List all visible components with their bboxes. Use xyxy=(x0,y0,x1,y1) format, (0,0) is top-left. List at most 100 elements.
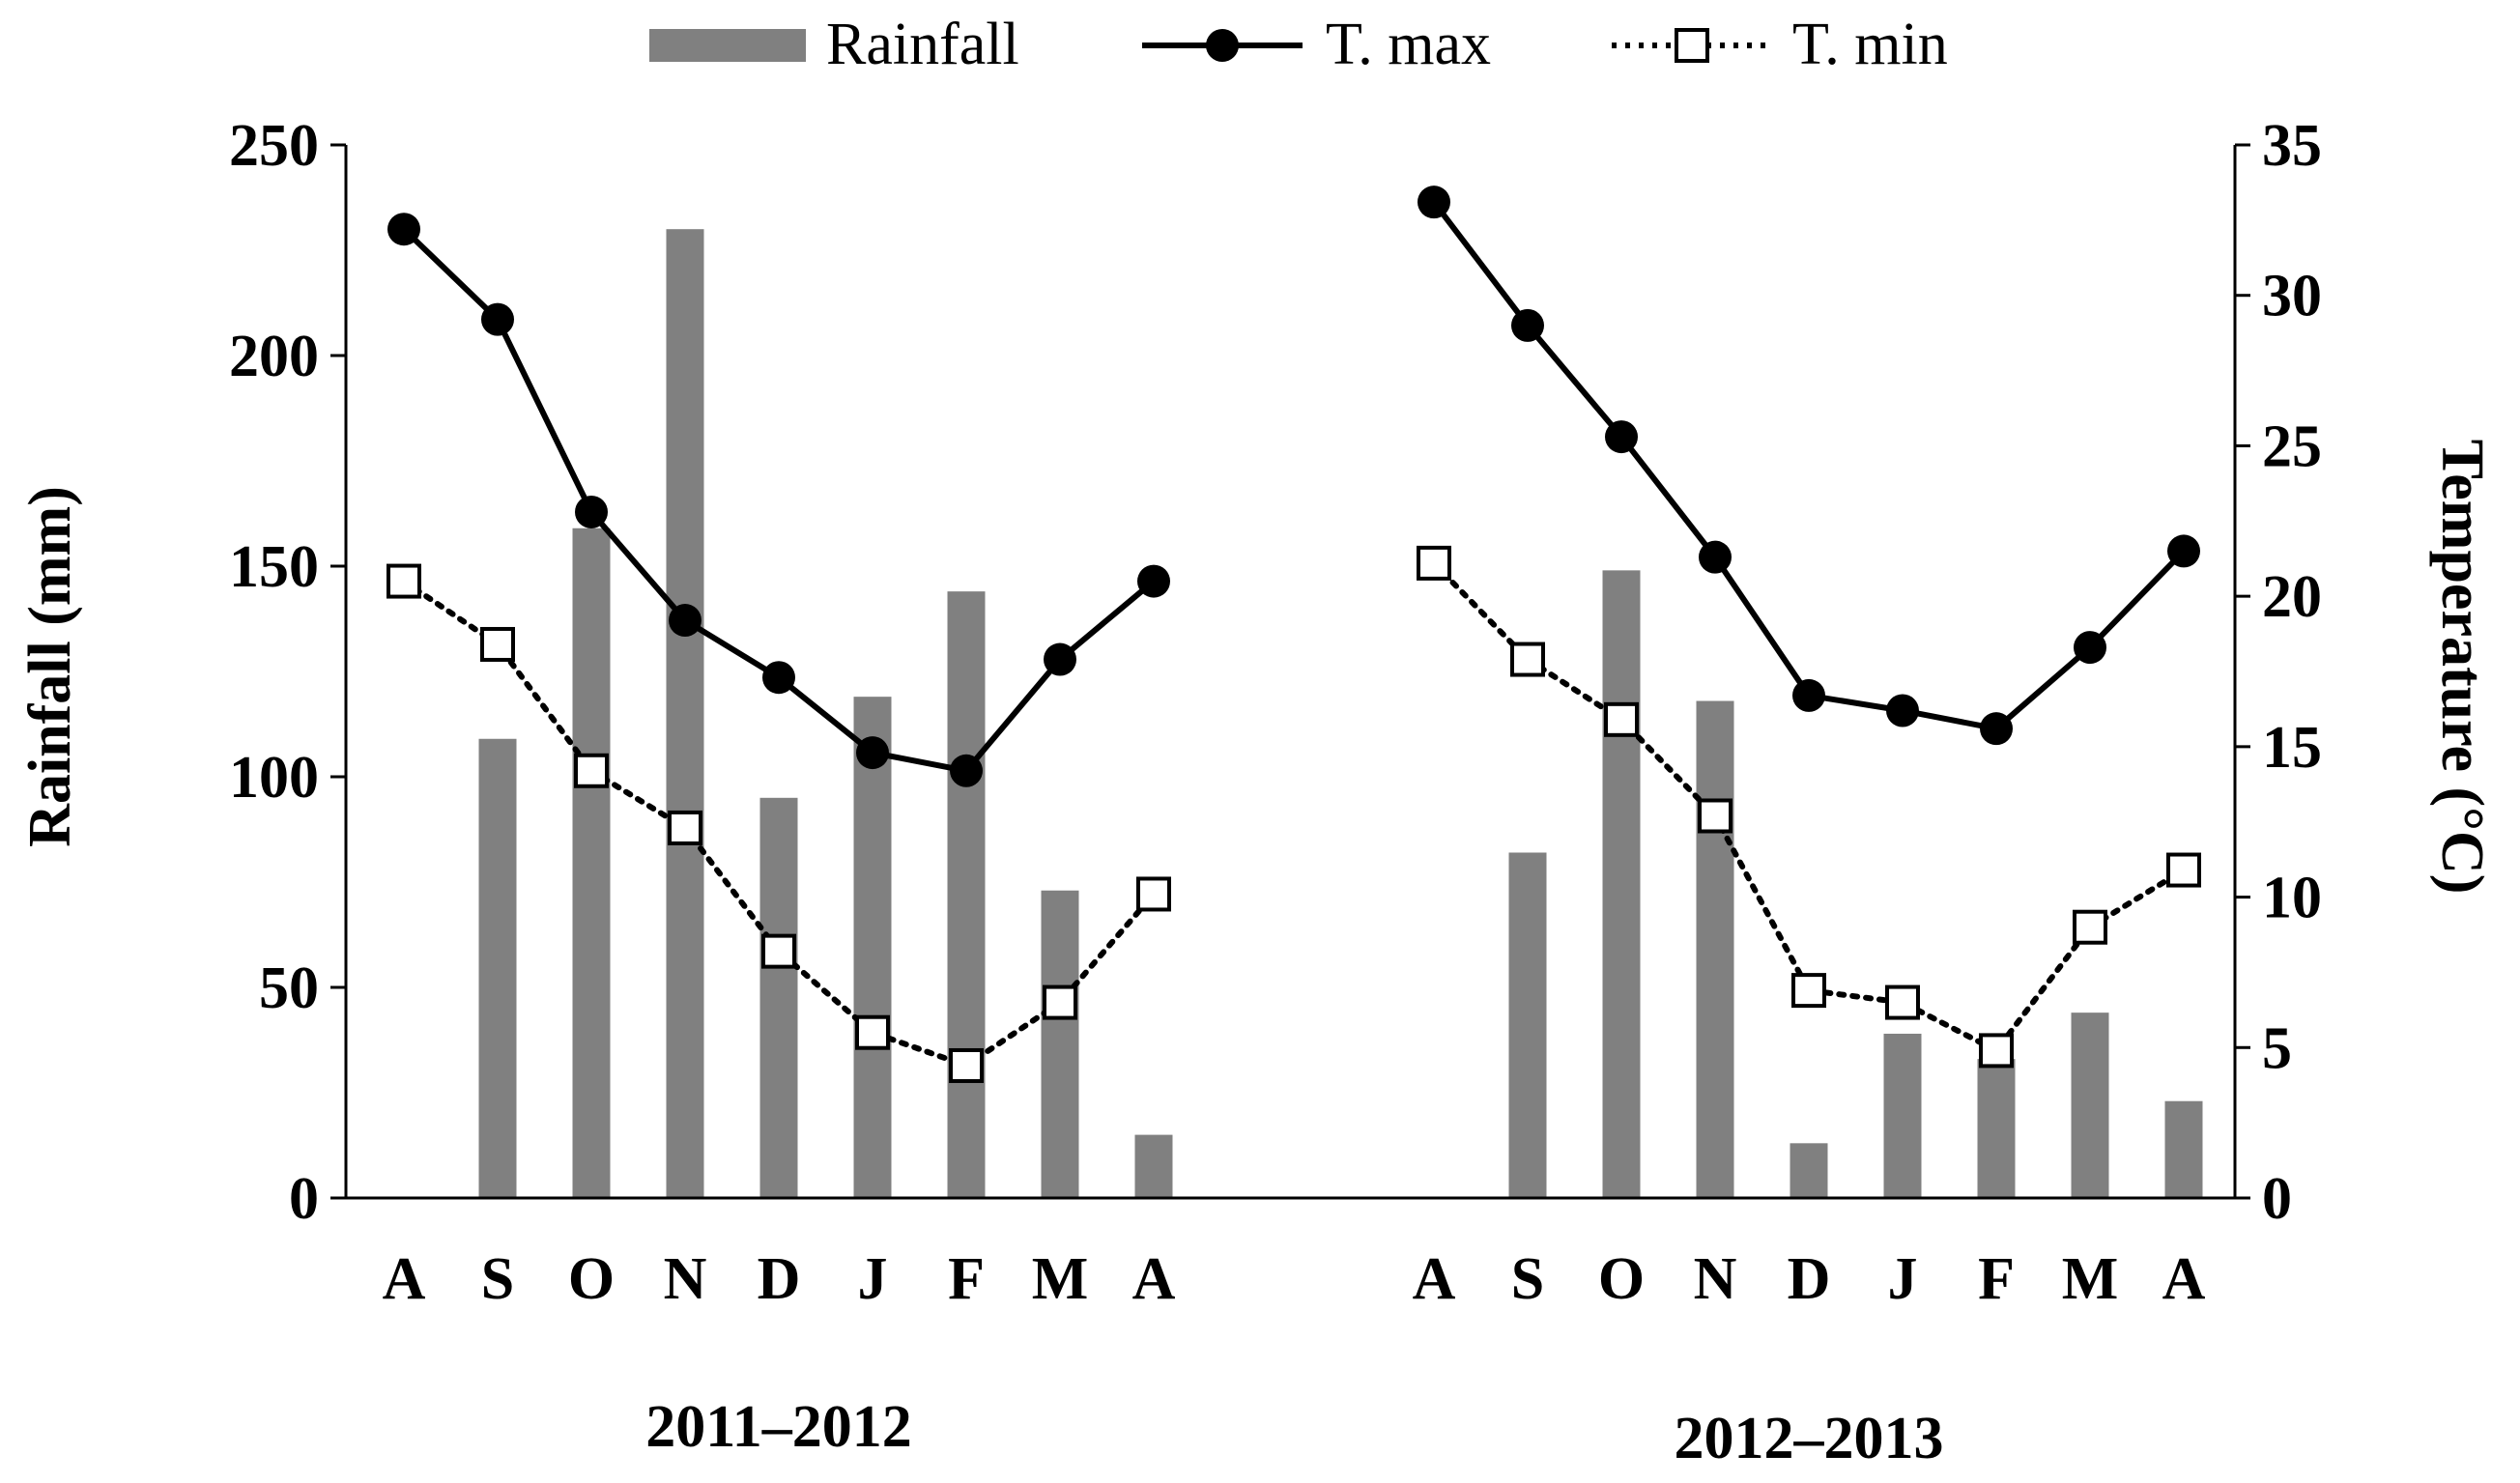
tmax-point xyxy=(856,736,889,770)
tmax-point xyxy=(575,495,608,528)
left-tick-label: 50 xyxy=(259,955,319,1021)
right-tick-label: 20 xyxy=(2262,564,2322,630)
tmax-point xyxy=(2167,534,2200,568)
tmax-point xyxy=(481,302,514,336)
tmin-line xyxy=(1431,559,2187,1055)
tmin-point xyxy=(855,1014,890,1050)
rainfall-bar xyxy=(478,738,517,1198)
tmin-point xyxy=(1510,642,1545,677)
legend-rainfall-label: Rainfall xyxy=(826,12,1019,77)
tmax-point xyxy=(1511,308,1544,342)
month-label: D xyxy=(758,1246,801,1312)
legend-tmin-marker xyxy=(1675,28,1709,63)
tmin-point xyxy=(1417,545,1451,581)
month-label: S xyxy=(481,1246,514,1312)
rainfall-bar xyxy=(1977,1059,2016,1198)
right-tick-label: 25 xyxy=(2262,414,2322,479)
left-axis-title: Rainfall (mm) xyxy=(17,486,83,847)
tmax-point xyxy=(762,661,795,695)
left-tick-label: 0 xyxy=(289,1166,319,1232)
tmax-point xyxy=(2074,631,2106,665)
tmin-point xyxy=(2073,909,2107,945)
month-label: N xyxy=(664,1246,707,1312)
rainfall-bar xyxy=(1134,1134,1173,1198)
tmin-point xyxy=(2166,852,2201,888)
rainfall-bar xyxy=(1883,1033,1922,1198)
legend: Rainfall T. max T. min xyxy=(649,12,1948,77)
rainfall-bar xyxy=(1041,890,1079,1198)
rainfall-bar xyxy=(666,229,704,1198)
tmax-point xyxy=(669,604,702,638)
right-tick-label: 30 xyxy=(2262,264,2322,329)
legend-rainfall-swatch xyxy=(649,29,806,62)
month-label: J xyxy=(1888,1246,1918,1312)
month-label: N xyxy=(1694,1246,1737,1312)
rainfall-bar xyxy=(2164,1100,2203,1198)
tmin-point xyxy=(668,810,702,845)
tmin-point xyxy=(574,753,609,788)
rainfall-bar xyxy=(759,797,798,1198)
tmin-point xyxy=(1698,798,1732,834)
left-tick-label: 100 xyxy=(229,745,319,811)
right-tick-label: 0 xyxy=(2262,1166,2292,1232)
tmin-point xyxy=(761,933,796,969)
left-tick-label: 200 xyxy=(229,324,319,389)
rainfall-bar xyxy=(2071,1012,2109,1198)
month-label: A xyxy=(1413,1246,1456,1312)
tmax-point xyxy=(1886,694,1919,727)
legend-tmax-marker xyxy=(1206,29,1239,62)
month-label: A xyxy=(2162,1246,2206,1312)
right-tick-label: 15 xyxy=(2262,715,2322,781)
right-tick-label: 10 xyxy=(2262,866,2322,931)
month-label: J xyxy=(858,1246,888,1312)
rainfall-bar xyxy=(1602,570,1641,1198)
tmin-point xyxy=(1979,1033,2014,1069)
tmax-point xyxy=(1699,540,1732,574)
tmin-point xyxy=(1043,984,1077,1020)
tmin-point xyxy=(1136,876,1171,912)
month-label: M xyxy=(1032,1246,1089,1312)
rainfall-bar xyxy=(947,591,986,1198)
tmax-point xyxy=(1418,185,1450,219)
rainfall-bar xyxy=(1790,1143,1828,1198)
axes xyxy=(344,145,2237,1200)
tmin-point xyxy=(949,1047,984,1083)
left-tick-label: 150 xyxy=(229,534,319,600)
right-tick-label: 35 xyxy=(2262,113,2322,179)
month-label: M xyxy=(2062,1246,2119,1312)
month-label: F xyxy=(1978,1246,2015,1312)
month-label: F xyxy=(948,1246,985,1312)
tmin-point xyxy=(1791,973,1826,1009)
tmin-point xyxy=(480,626,515,662)
tmax-point xyxy=(1792,678,1825,712)
left-tick-label: 250 xyxy=(229,113,319,179)
season-label: 2012–2013 xyxy=(1675,1406,1944,1471)
tmax-point xyxy=(387,213,420,246)
month-label: A xyxy=(1132,1246,1176,1312)
tmax-point xyxy=(1605,420,1638,454)
legend-tmin-label: T. min xyxy=(1792,12,1948,77)
tmax-line xyxy=(1431,200,2187,732)
month-label: O xyxy=(568,1246,615,1312)
tmin-point xyxy=(1604,701,1639,737)
right-axis-title: Temperature (°C) xyxy=(2429,440,2495,895)
right-tick-label: 5 xyxy=(2262,1015,2292,1081)
rainfall-bars xyxy=(478,229,2203,1198)
month-label: A xyxy=(383,1246,426,1312)
legend-tmax-label: T. max xyxy=(1326,12,1491,77)
tmax-point xyxy=(950,754,983,787)
month-label: S xyxy=(1511,1246,1544,1312)
rainfall-bar xyxy=(1508,852,1547,1198)
tmin-point xyxy=(1885,984,1920,1020)
season-label: 2011–2012 xyxy=(645,1394,912,1460)
rainfall-bar xyxy=(853,697,892,1198)
temperature-lines xyxy=(387,185,2201,1083)
tmax-point xyxy=(1137,564,1170,598)
rainfall-bar xyxy=(572,528,611,1198)
rainfall-bar xyxy=(1696,700,1734,1198)
tmax-point xyxy=(1044,642,1076,676)
month-label: D xyxy=(1788,1246,1831,1312)
month-label: O xyxy=(1598,1246,1645,1312)
